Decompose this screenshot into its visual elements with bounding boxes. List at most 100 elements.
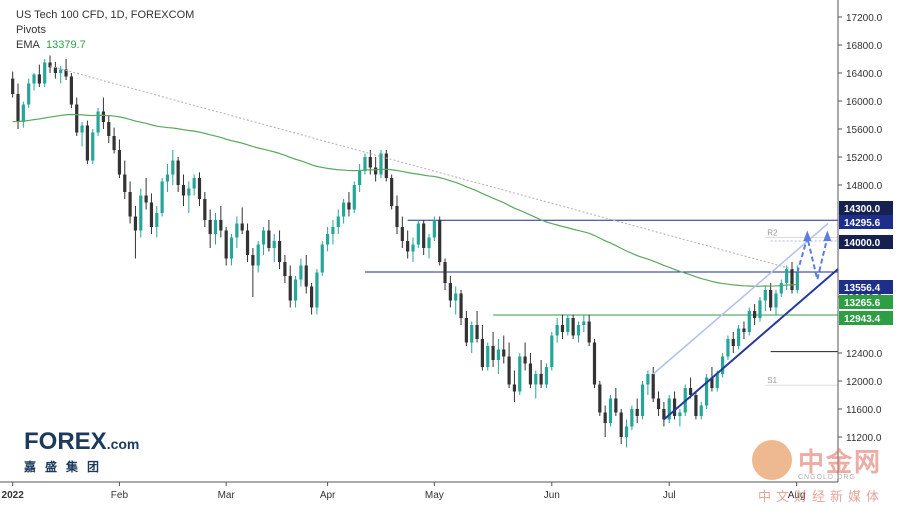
candle-body	[80, 125, 84, 133]
candle-body	[454, 293, 458, 301]
time-tick-label: 2022	[2, 490, 25, 501]
candle-body	[496, 349, 501, 360]
candle-body	[624, 426, 629, 437]
price-tag-box	[839, 280, 893, 294]
candle-body	[608, 398, 613, 423]
candle-body	[539, 374, 543, 385]
candle-body	[550, 335, 554, 367]
projection-path	[796, 233, 829, 280]
candle-body	[85, 125, 89, 161]
candle-body	[544, 367, 549, 385]
price-tick-label: 11200.0	[846, 433, 882, 444]
candle-body	[443, 262, 447, 283]
candle-body	[363, 157, 367, 171]
candle-body	[656, 398, 661, 409]
candle-body	[277, 241, 282, 262]
time-tick-label: Jul	[663, 490, 676, 501]
candle-body	[352, 185, 356, 210]
candle-body	[592, 342, 597, 385]
candle-body	[21, 104, 25, 122]
candle-body	[512, 384, 517, 392]
candle-body	[139, 195, 143, 231]
candle-body	[651, 374, 655, 399]
candle-body	[411, 244, 415, 252]
candle-body	[309, 286, 314, 308]
candle-body	[779, 283, 783, 294]
ema-path	[12, 113, 798, 287]
candle-body	[758, 300, 762, 318]
candle-body	[486, 346, 490, 367]
candle-body	[379, 153, 383, 175]
price-tag-label: 14000.0	[844, 238, 881, 249]
candle-body	[672, 398, 677, 416]
pivots-indicator-label[interactable]: Pivots	[16, 24, 46, 36]
price-tag-box	[839, 201, 893, 215]
candle-body	[646, 374, 650, 385]
candle-body	[75, 104, 79, 133]
ema-indicator[interactable]: EMA 13379.7	[16, 38, 194, 53]
candle-body	[470, 325, 474, 343]
price-tag-label: 13559.7	[844, 268, 881, 279]
price-tag-box	[839, 311, 893, 325]
candle-body	[107, 122, 111, 136]
candle-body	[187, 188, 191, 196]
candle-body	[165, 174, 170, 182]
candle-body	[769, 290, 773, 308]
candle-body	[699, 405, 703, 416]
candle-body	[251, 255, 255, 266]
candle-body	[245, 230, 250, 255]
candle-body	[315, 272, 319, 308]
candle-body	[224, 230, 228, 259]
price-tick-label: 16800.0	[846, 41, 883, 52]
forex-logo: FOREX.com 嘉盛集团	[24, 428, 139, 475]
price-tick-label: 14800.0	[846, 181, 883, 192]
candle-body	[640, 384, 645, 416]
price-tick-label: 16000.0	[846, 97, 883, 108]
symbol-title[interactable]: US Tech 100 CFD, 1D, FOREXCOM	[16, 9, 195, 21]
candle-body	[630, 409, 634, 427]
candle-body	[64, 69, 68, 77]
price-tick-label: 15600.0	[846, 125, 883, 136]
price-tick-label: 12000.0	[846, 377, 883, 388]
price-tag-box	[839, 265, 893, 279]
candle-body	[203, 199, 207, 220]
time-axis[interactable]: 2022 Feb Mar Apr May Jun Jul Aug	[0, 481, 838, 501]
candle-body	[37, 74, 41, 84]
candle-body	[614, 398, 618, 413]
candle-body	[747, 311, 751, 332]
candle-body	[459, 293, 463, 318]
candle-body	[112, 136, 116, 150]
candle-body	[598, 384, 602, 413]
brand-o: O	[38, 428, 58, 455]
watermark-url: CNGOLD.ORG	[798, 474, 856, 481]
candle-body	[27, 83, 31, 105]
candle-body	[69, 76, 73, 105]
candle-body	[176, 160, 180, 185]
candle-body	[304, 265, 308, 287]
pivot-label: R2	[767, 229, 778, 238]
candle-body	[133, 216, 138, 231]
candle-body	[694, 395, 698, 416]
candle-body	[128, 192, 132, 217]
candle-body	[256, 244, 260, 266]
projection-arrow-head	[823, 230, 832, 241]
candle-body	[331, 227, 335, 234]
candle-body	[272, 241, 276, 248]
candle-body	[336, 216, 340, 227]
candle-body	[390, 178, 394, 206]
price-tag-label: 14300.0	[844, 204, 881, 215]
price-tick-label: 12400.0	[846, 349, 883, 360]
downtrend-line	[49, 65, 793, 270]
candle-body	[427, 237, 431, 248]
candle-body	[293, 279, 298, 301]
candle-body	[288, 276, 292, 301]
candle-body	[534, 374, 538, 385]
candle-body	[91, 132, 95, 161]
candle-body	[688, 388, 693, 395]
time-tick-label: Mar	[218, 490, 236, 501]
ema-value: 13379.7	[45, 39, 86, 51]
chart-legend: US Tech 100 CFD, 1D, FOREXCOM Pivots EMA…	[16, 8, 194, 53]
candle-body	[400, 227, 404, 241]
time-tick-label: Jun	[544, 490, 560, 501]
